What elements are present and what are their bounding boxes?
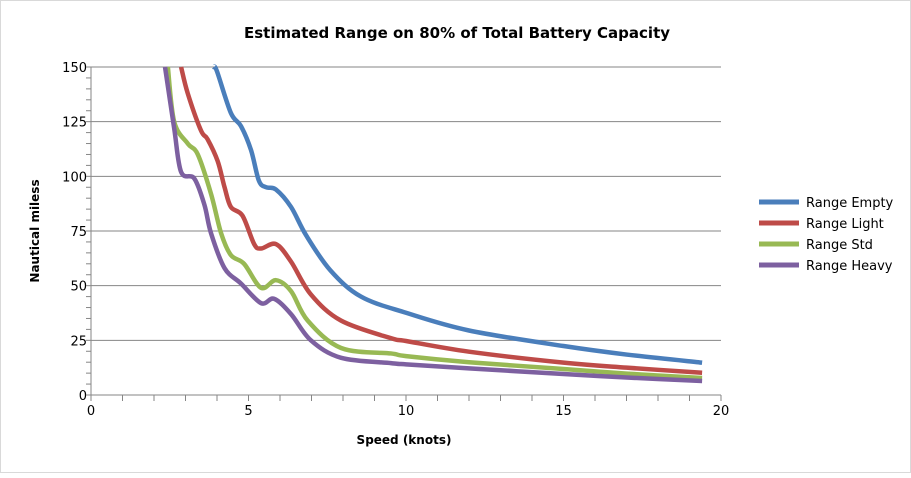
y-axis-label: Nautical miless — [28, 179, 42, 282]
y-tick-label: 75 — [70, 225, 87, 240]
legend: Range Empty Range Light Range Std Range Hea… — [759, 196, 894, 274]
legend-label: Range Std — [806, 238, 873, 253]
legend-label: Range Light — [806, 217, 884, 232]
series-line-range-light — [178, 66, 703, 375]
chart-title: Estimated Range on 80% of Total Battery … — [244, 24, 670, 42]
y-tick-label: 125 — [62, 116, 87, 131]
y-tick-label: 100 — [62, 170, 87, 185]
x-tick-label: 0 — [87, 404, 95, 419]
series-line-range-std — [165, 66, 703, 381]
series-line-range-empty — [211, 64, 703, 365]
legend-label: Range Heavy — [806, 259, 893, 274]
x-tick-label: 20 — [713, 404, 730, 419]
x-tick-label: 15 — [555, 404, 572, 419]
y-tick-label: 150 — [62, 61, 87, 76]
x-axis-label: Speed (knots) — [357, 433, 452, 447]
series-line-range-heavy — [162, 66, 703, 384]
legend-label: Range Empty — [806, 196, 894, 211]
x-tick-label: 5 — [244, 404, 252, 419]
y-tick-label: 50 — [70, 280, 87, 295]
x-tick-label: 10 — [398, 404, 415, 419]
y-tick-label: 0 — [79, 389, 87, 404]
y-tick-label: 25 — [70, 334, 87, 349]
